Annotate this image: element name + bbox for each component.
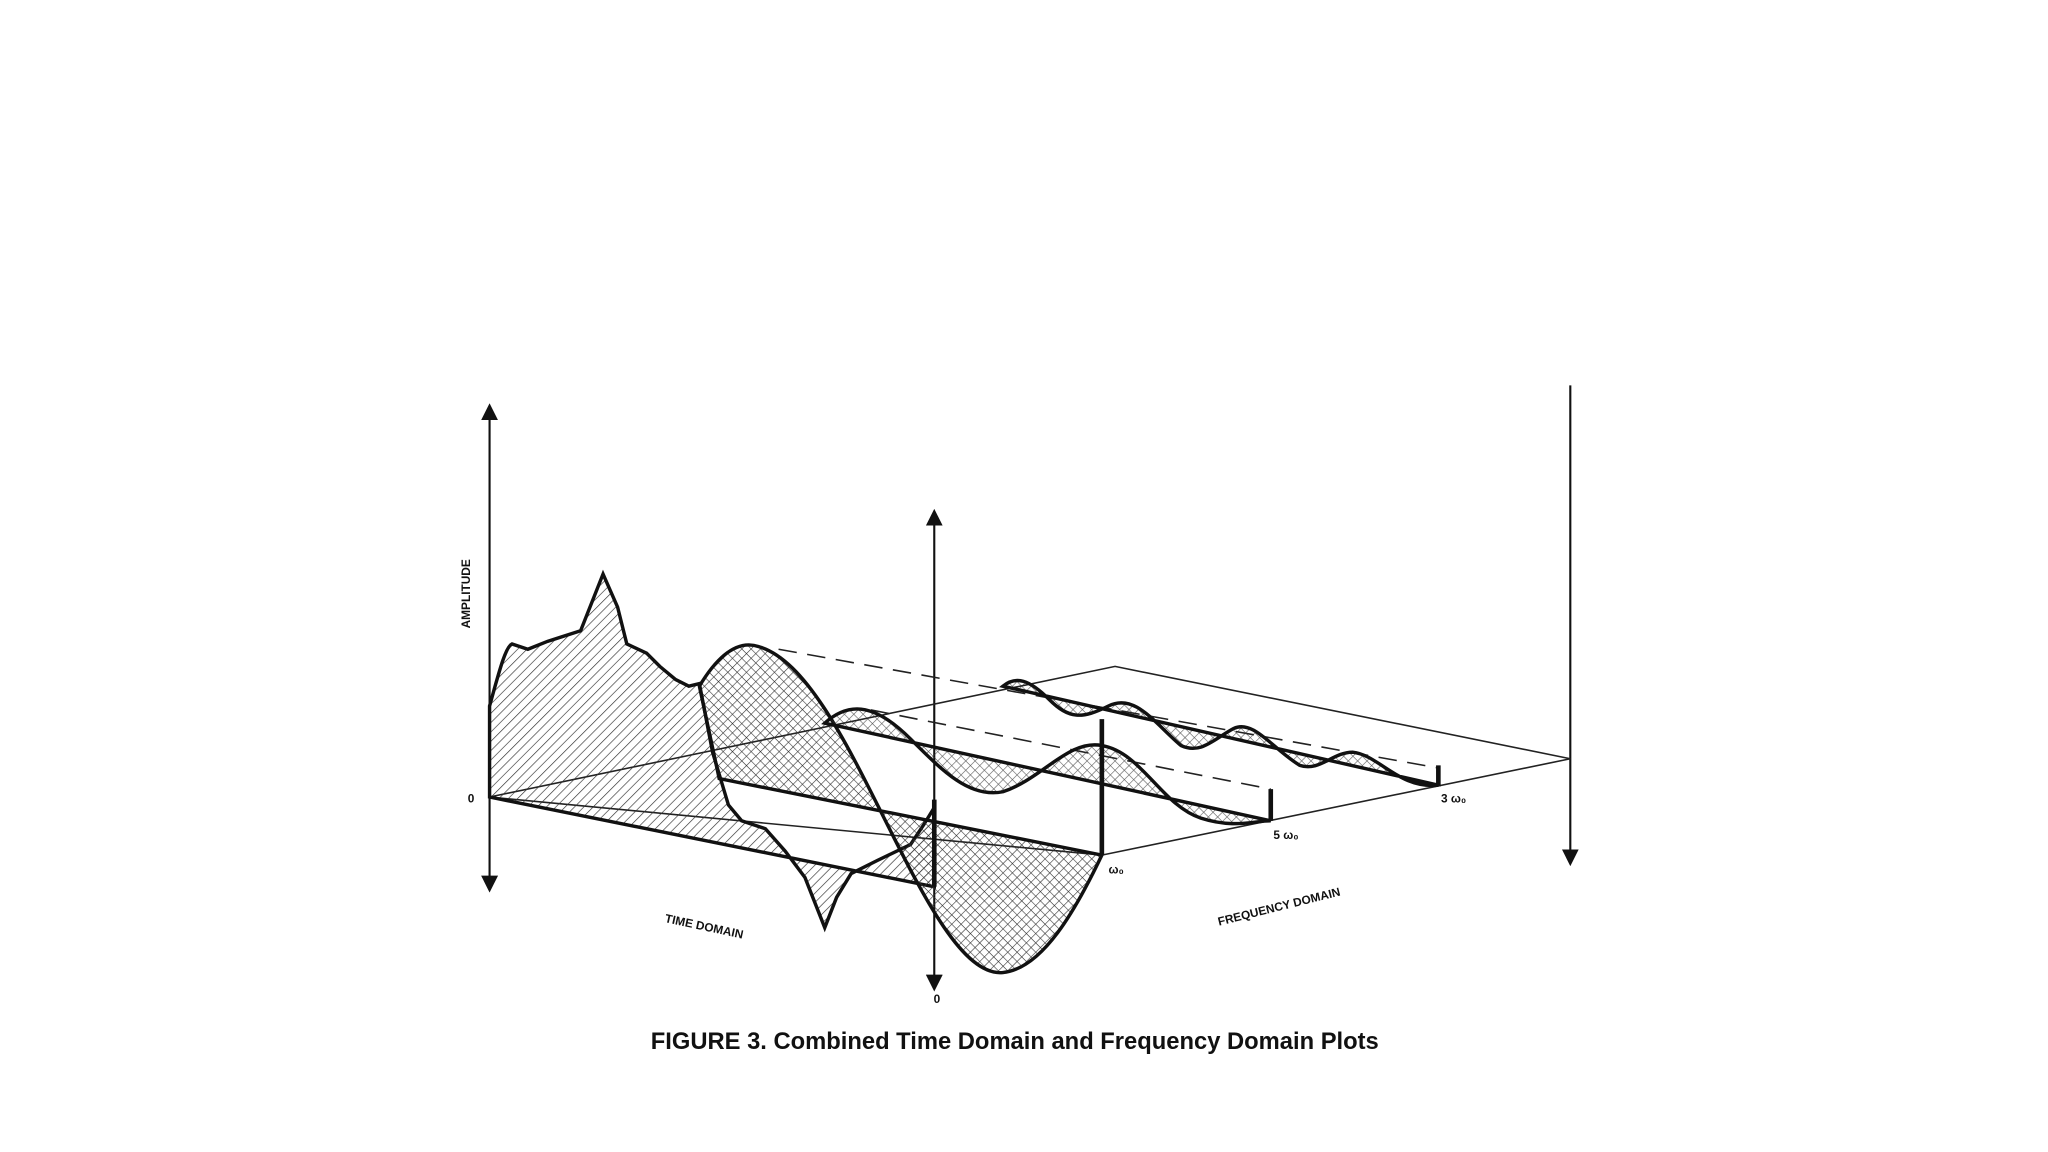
time-domain-label: TIME DOMAIN [664,911,745,941]
origin-label: 0 [468,791,475,805]
frequency-domain-label: FREQUENCY DOMAIN [1216,885,1341,929]
harmonic-wave [821,707,1272,826]
caption: FIGURE 3. Combined Time Domain and Frequ… [651,1028,1379,1055]
frequency-label: 5 ω₀ [1273,828,1298,842]
amplitude-label: AMPLITUDE [459,559,473,628]
harmonic-wave [999,678,1439,788]
frequency-label: 3 ω₀ [1441,791,1466,805]
origin-label: 0 [934,992,941,1006]
fundamental-wave [697,643,1105,975]
frequency-label: ω₀ [1108,863,1123,877]
